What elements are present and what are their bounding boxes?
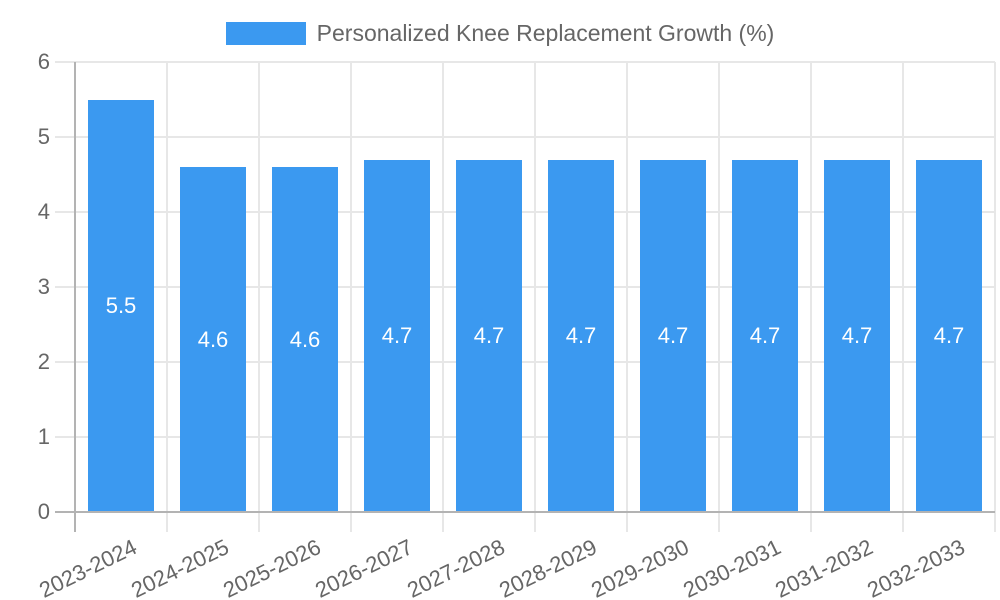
bar[interactable] [88,99,154,511]
x-tick-label: 2027-2028 [402,534,509,600]
bar[interactable] [824,159,890,511]
y-tick-label: 4 [37,199,50,224]
x-gridline [350,62,352,532]
chart-legend[interactable]: Personalized Knee Replacement Growth (%) [0,20,1000,46]
x-tick-label: 2030-2031 [678,534,785,600]
y-tick-label: 6 [37,49,50,74]
y-tick-label: 0 [37,499,50,524]
x-tick-label: 2031-2032 [770,534,877,600]
x-gridline [810,62,812,532]
x-tick-label: 2029-2030 [586,534,693,600]
y-gridline [55,511,995,513]
bar[interactable] [180,167,246,511]
bar[interactable] [364,159,430,511]
x-tick-label: 2024-2025 [126,534,233,600]
x-tick-label: 2032-2033 [862,534,969,600]
x-gridline [626,62,628,532]
y-tick-label: 1 [37,424,50,449]
bar[interactable] [916,159,982,511]
y-tick-label: 5 [37,124,50,149]
x-tick-label: 2026-2027 [310,534,417,600]
bar[interactable] [456,159,522,511]
x-tick-label: 2023-2024 [34,534,141,600]
legend-swatch-icon[interactable] [225,21,306,45]
x-gridline [534,62,536,532]
y-gridline [55,61,995,63]
x-axis-baseline [55,511,995,513]
bar[interactable] [640,159,706,511]
x-tick-label: 2025-2026 [218,534,325,600]
bar[interactable] [272,167,338,511]
x-gridline [718,62,720,532]
legend-label[interactable]: Personalized Knee Replacement Growth (%) [316,20,775,46]
x-gridline [902,62,904,532]
bar[interactable] [732,159,798,511]
x-tick-label: 2028-2029 [494,534,601,600]
x-gridline [442,62,444,532]
y-gridline [55,136,995,138]
y-tick-label: 3 [37,274,50,299]
x-gridline [74,62,76,532]
x-gridline [994,62,996,532]
y-tick-label: 2 [37,349,50,374]
bar[interactable] [548,159,614,511]
x-gridline [258,62,260,532]
x-gridline [166,62,168,532]
